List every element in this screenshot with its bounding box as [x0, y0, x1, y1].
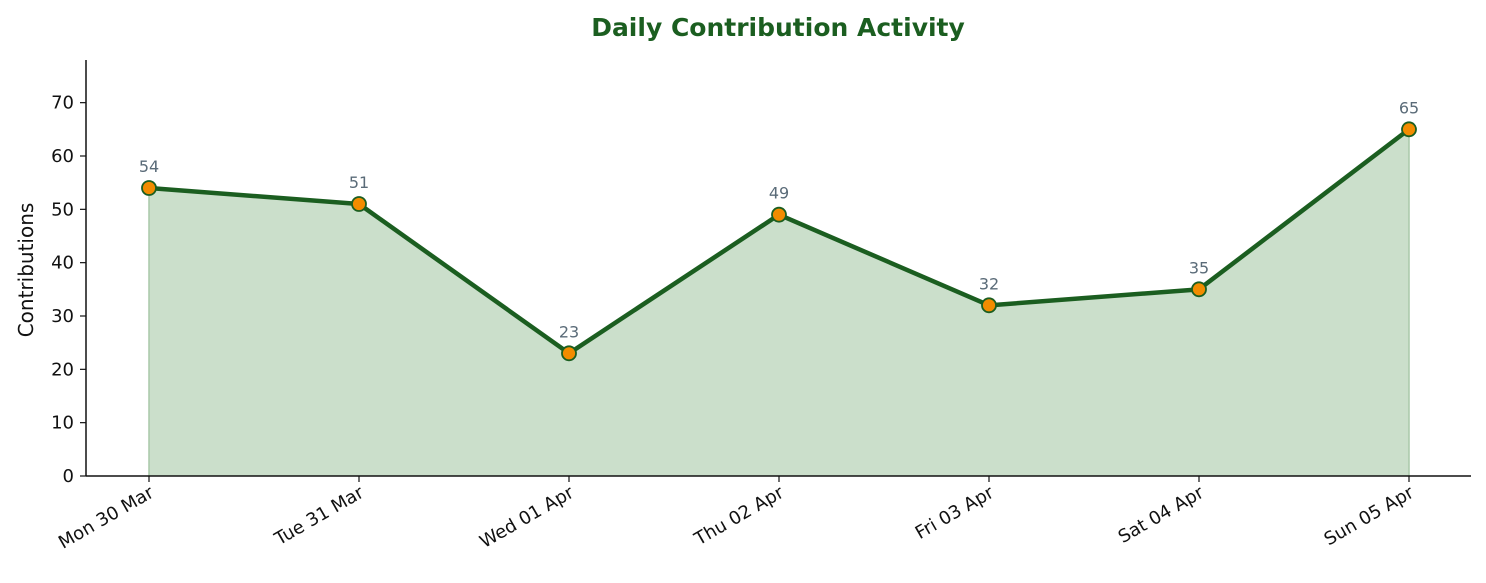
y-tick-label: 40 [51, 253, 74, 274]
data-label: 35 [1189, 258, 1209, 277]
y-tick-label: 20 [51, 359, 74, 380]
y-tick-label: 30 [51, 306, 74, 327]
x-tick-label: Sun 05 Apr [1321, 482, 1418, 550]
y-tick-label: 70 [51, 93, 74, 114]
y-axis-label: Contributions [14, 203, 38, 338]
area-fill [149, 129, 1409, 477]
x-tick-label: Fri 03 Apr [912, 482, 998, 544]
y-tick-label: 0 [63, 466, 74, 487]
x-tick-label: Sat 04 Apr [1115, 482, 1208, 548]
data-point [141, 180, 157, 196]
x-tick-label: Wed 01 Apr [476, 482, 578, 553]
y-tick-label: 60 [51, 146, 74, 167]
data-point [1191, 281, 1207, 298]
data-point [981, 297, 997, 314]
data-point [561, 345, 577, 362]
data-point [1401, 121, 1417, 138]
x-tick-label: Mon 30 Mar [55, 482, 158, 554]
x-tick-label: Tue 31 Mar [270, 482, 368, 551]
data-label: 65 [1399, 98, 1419, 117]
data-point [351, 196, 367, 212]
y-tick-label: 50 [51, 199, 74, 220]
plot-area: 0 10 20 30 40 50 60 70 Mon 30 Mar Tue 31 Mar Wed 0… [51, 60, 1471, 553]
data-label: 23 [559, 322, 579, 341]
data-label: 54 [139, 157, 159, 176]
data-label: 49 [769, 184, 789, 203]
data-point [771, 206, 787, 223]
data-label: 32 [979, 274, 999, 293]
y-tick-label: 10 [51, 413, 74, 434]
data-label: 51 [349, 173, 369, 192]
chart-title: Daily Contribution Activity [591, 13, 965, 42]
x-tick-label: Thu 02 Apr [690, 482, 788, 551]
